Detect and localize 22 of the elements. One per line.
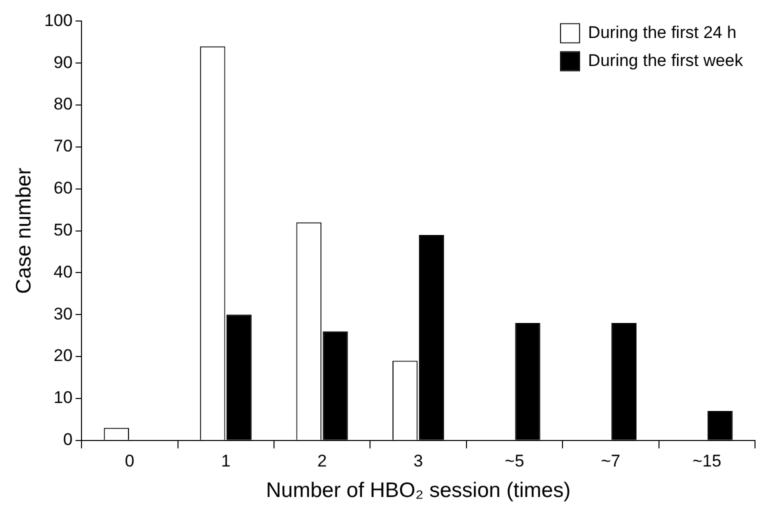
legend-label: During the first week xyxy=(588,50,744,70)
y-tick-label: 70 xyxy=(54,136,73,156)
x-axis-title: Number of HBO₂ session (times) xyxy=(266,479,571,502)
y-tick-label: 100 xyxy=(44,10,73,30)
x-tick-label: 2 xyxy=(317,451,327,470)
x-tick-label: 3 xyxy=(414,451,424,470)
y-tick-label: 30 xyxy=(54,304,73,324)
x-tick-label: ~15 xyxy=(692,451,722,470)
y-tick-label: 10 xyxy=(54,388,73,408)
y-tick-label: 50 xyxy=(54,220,73,240)
y-tick-label: 40 xyxy=(54,262,73,282)
y-tick-label: 80 xyxy=(54,94,73,114)
y-tick-label: 90 xyxy=(54,52,73,72)
y-tick-label: 60 xyxy=(54,178,73,198)
y-tick-label: 0 xyxy=(63,430,73,450)
x-tick-label: ~5 xyxy=(504,451,524,470)
y-tick-label: 20 xyxy=(54,346,73,366)
x-tick-label: 0 xyxy=(124,451,134,470)
x-tick-label: ~7 xyxy=(600,451,620,470)
x-tick-label: 1 xyxy=(221,451,231,470)
legend-label: During the first 24 h xyxy=(588,22,736,42)
y-axis-title: Case number xyxy=(12,168,36,294)
